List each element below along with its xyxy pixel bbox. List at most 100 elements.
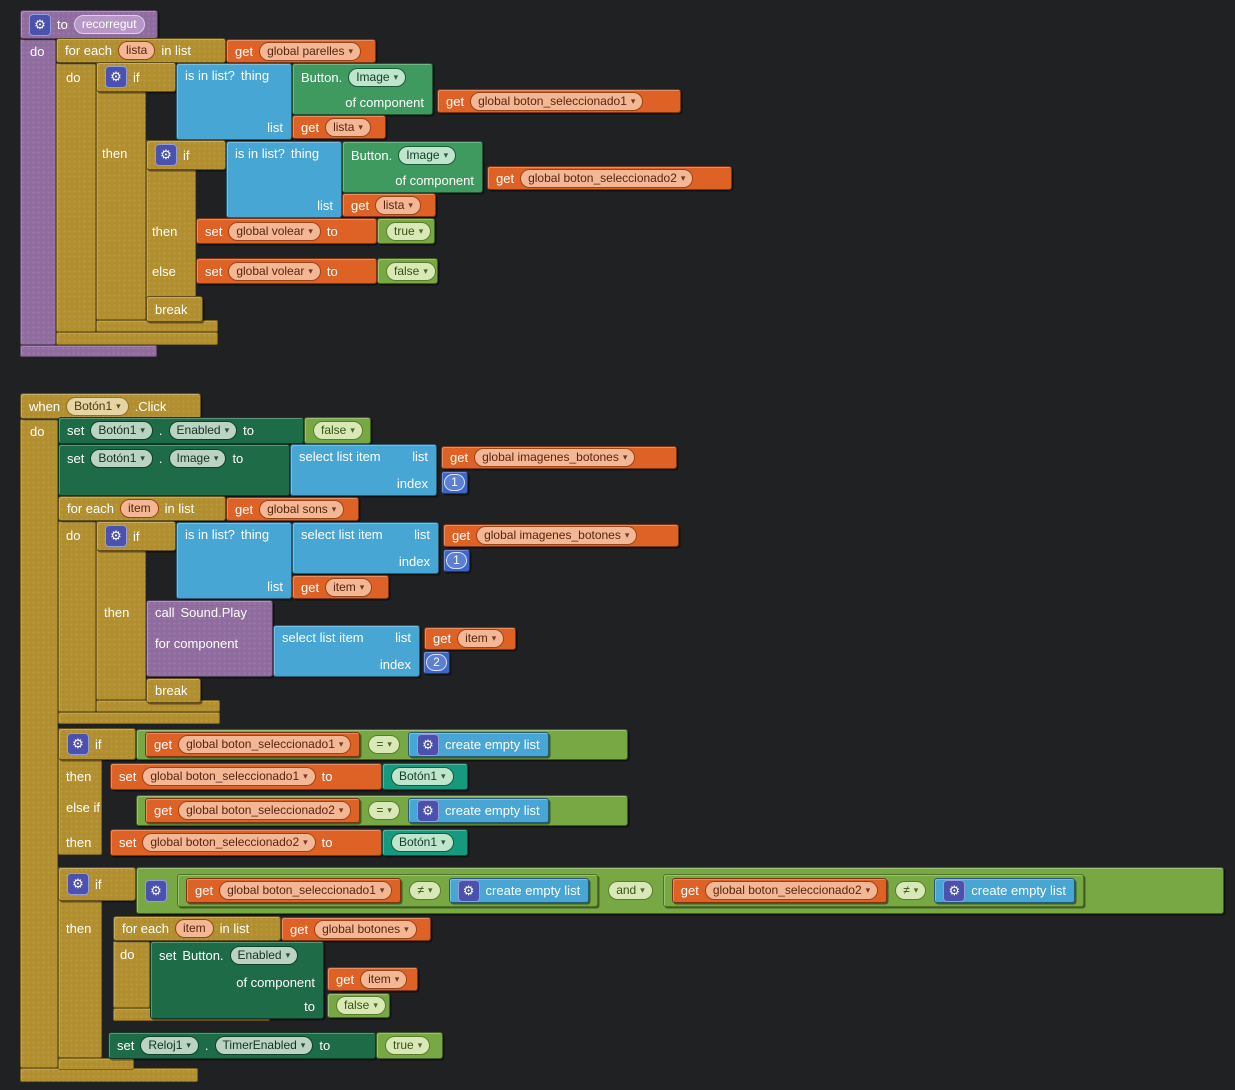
get-global-boton-seleccionado1-block[interactable]: get global boton_seleccionado1 ▾ bbox=[186, 878, 402, 903]
get-global-boton-seleccionado2-block[interactable]: get global boton_seleccionado2 ▾ bbox=[145, 798, 361, 823]
number-2-block[interactable]: 2 bbox=[423, 651, 450, 674]
dropdown-property-image[interactable]: Image ▾ bbox=[398, 146, 457, 165]
mutator-gear-icon[interactable]: ⚙ bbox=[457, 879, 480, 902]
component-boton1-block[interactable]: Botón1 ▾ bbox=[382, 763, 468, 790]
dropdown-global-volear[interactable]: global volear ▾ bbox=[228, 221, 321, 241]
get-global-boton-seleccionado1-block[interactable]: get global boton_seleccionado1 ▾ bbox=[437, 89, 681, 113]
logic-true-block[interactable]: true ▾ bbox=[377, 218, 435, 244]
get-global-botones-block[interactable]: get global botones ▾ bbox=[281, 917, 431, 941]
dropdown-global-boton-seleccionado2[interactable]: global boton_seleccionado2 ▾ bbox=[520, 168, 694, 188]
dropdown-global-boton-seleccionado1[interactable]: global boton_seleccionado1 ▾ bbox=[178, 735, 352, 754]
number-field[interactable]: 1 bbox=[446, 552, 467, 569]
logic-false-block[interactable]: false ▾ bbox=[304, 417, 371, 444]
set-global-boton-seleccionado1-block[interactable]: set global boton_seleccionado1 ▾ to bbox=[110, 763, 382, 790]
dropdown-eq-operator[interactable]: = ▾ bbox=[368, 735, 400, 754]
component-property-button-image-block[interactable]: Button. Image ▾ of component bbox=[342, 141, 483, 193]
procedure-define-block[interactable]: ⚙ to recorregut bbox=[20, 10, 158, 39]
dropdown-eq-operator[interactable]: = ▾ bbox=[368, 801, 400, 820]
foreach-lista-spine[interactable] bbox=[56, 63, 96, 332]
mutator-gear-icon[interactable]: ⚙ bbox=[67, 733, 89, 755]
dropdown-global-boton-seleccionado2[interactable]: global boton_seleccionado2 ▾ bbox=[142, 833, 316, 852]
foreach-lista-block[interactable]: for each lista in list bbox=[56, 38, 226, 63]
dropdown-property-image[interactable]: Image ▾ bbox=[348, 68, 407, 87]
dropdown-and-operator[interactable]: and ▾ bbox=[608, 881, 653, 900]
get-item-block[interactable]: get item ▾ bbox=[424, 627, 516, 650]
procedure-name-field[interactable]: recorregut bbox=[73, 15, 145, 34]
set-generic-button-enabled-block[interactable]: set Button. Enabled ▾ of component to bbox=[150, 941, 324, 1019]
mutator-gear-icon[interactable]: ⚙ bbox=[67, 873, 89, 895]
mutator-gear-icon[interactable]: ⚙ bbox=[155, 144, 177, 166]
dropdown-global-boton-seleccionado2[interactable]: global boton_seleccionado2 ▾ bbox=[704, 881, 879, 900]
dropdown-false[interactable]: false ▾ bbox=[386, 261, 436, 281]
create-empty-list-block[interactable]: ⚙ create empty list bbox=[448, 878, 590, 903]
dropdown-component-boton1[interactable]: Botón1 ▾ bbox=[90, 421, 153, 440]
set-reloj1-timerenabled-block[interactable]: set Reloj1 ▾ . TimerEnabled ▾ to bbox=[108, 1032, 376, 1059]
foreach-lista-footer[interactable] bbox=[56, 332, 218, 345]
get-global-boton-seleccionado2-block[interactable]: get global boton_seleccionado2 ▾ bbox=[671, 878, 888, 903]
loop-var-item-field[interactable]: item bbox=[119, 499, 159, 518]
get-global-imagenes-botones-block[interactable]: get global imagenes_botones ▾ bbox=[443, 524, 679, 547]
dropdown-global-botones[interactable]: global botones ▾ bbox=[314, 919, 417, 939]
if3-block-header[interactable]: ⚙ if bbox=[96, 521, 176, 551]
logic-false-block[interactable]: false ▾ bbox=[377, 258, 438, 284]
dropdown-global-boton-seleccionado1[interactable]: global boton_seleccionado1 ▾ bbox=[470, 91, 644, 111]
get-item-block[interactable]: get item ▾ bbox=[292, 575, 389, 599]
mutator-gear-icon[interactable]: ⚙ bbox=[105, 66, 127, 88]
get-global-sons-block[interactable]: get global sons ▾ bbox=[226, 497, 359, 521]
dropdown-global-parelles[interactable]: global parelles ▾ bbox=[259, 41, 361, 61]
foreach-sons-spine[interactable] bbox=[58, 521, 96, 712]
dropdown-false[interactable]: false ▾ bbox=[313, 421, 363, 440]
get-global-parelles-block[interactable]: get global parelles ▾ bbox=[226, 39, 376, 63]
create-empty-list-block[interactable]: ⚙ create empty list bbox=[407, 798, 549, 823]
get-global-boton-seleccionado1-block[interactable]: get global boton_seleccionado1 ▾ bbox=[145, 732, 361, 757]
select-list-item-block[interactable]: select list item list index bbox=[290, 444, 437, 496]
set-global-volear-block[interactable]: set global volear ▾ to bbox=[196, 258, 377, 284]
number-1-block[interactable]: 1 bbox=[441, 471, 468, 494]
dropdown-true[interactable]: true ▾ bbox=[386, 221, 432, 241]
component-property-button-image-block[interactable]: Button. Image ▾ of component bbox=[292, 63, 433, 115]
if1-spine[interactable] bbox=[96, 62, 146, 320]
mutator-gear-icon[interactable]: ⚙ bbox=[943, 879, 966, 902]
procedure-block-footer[interactable] bbox=[20, 345, 157, 357]
mutator-gear-icon[interactable]: ⚙ bbox=[29, 13, 51, 36]
dropdown-component-boton1[interactable]: Botón1 ▾ bbox=[66, 396, 129, 416]
component-boton1-block[interactable]: Botón1 ▾ bbox=[382, 829, 468, 856]
dropdown-property-timerenabled[interactable]: TimerEnabled ▾ bbox=[214, 1036, 314, 1055]
foreach-botones-spine[interactable] bbox=[113, 941, 150, 1008]
if1-block-header[interactable]: ⚙ if bbox=[96, 62, 176, 92]
dropdown-global-sons[interactable]: global sons ▾ bbox=[259, 499, 345, 519]
call-sound-play-block[interactable]: call Sound.Play for component bbox=[146, 600, 273, 677]
dropdown-true[interactable]: true ▾ bbox=[385, 1036, 431, 1055]
when-block-footer[interactable] bbox=[20, 1068, 198, 1082]
mutator-gear-icon[interactable]: ⚙ bbox=[416, 799, 439, 822]
if4-block-header[interactable]: ⚙ if bbox=[58, 728, 136, 760]
logic-false-block[interactable]: false ▾ bbox=[327, 993, 390, 1018]
procedure-block-spine[interactable] bbox=[20, 39, 56, 345]
mutator-gear-icon[interactable]: ⚙ bbox=[105, 525, 127, 547]
dropdown-component-reloj1[interactable]: Reloj1 ▾ bbox=[140, 1036, 199, 1055]
dropdown-lista[interactable]: lista ▾ bbox=[325, 117, 371, 137]
is-in-list-block[interactable]: is in list? thing list bbox=[226, 141, 342, 218]
break-block[interactable]: break bbox=[146, 296, 203, 322]
compare-neq-block[interactable]: get global boton_seleccionado2 ▾ ≠ ▾ ⚙ cre… bbox=[662, 874, 1084, 907]
get-global-boton-seleccionado2-block[interactable]: get global boton_seleccionado2 ▾ bbox=[487, 166, 732, 190]
dropdown-property-enabled[interactable]: Enabled ▾ bbox=[229, 946, 299, 965]
foreach-sons-footer[interactable] bbox=[58, 712, 220, 724]
set-global-boton-seleccionado2-block[interactable]: set global boton_seleccionado2 ▾ to bbox=[110, 829, 382, 856]
foreach-item-botones-block[interactable]: for each item in list bbox=[113, 916, 281, 941]
get-item-block[interactable]: get item ▾ bbox=[327, 967, 418, 991]
is-in-list-block[interactable]: is in list? thing list bbox=[176, 522, 292, 599]
dropdown-property-image[interactable]: Image ▾ bbox=[168, 449, 227, 468]
get-global-imagenes-botones-block[interactable]: get global imagenes_botones ▾ bbox=[441, 446, 677, 469]
select-list-item-block[interactable]: select list item list index bbox=[273, 625, 420, 677]
if1-footer[interactable] bbox=[96, 320, 218, 332]
compare-neq-block[interactable]: get global boton_seleccionado1 ▾ ≠ ▾ ⚙ cre… bbox=[177, 874, 599, 907]
number-field[interactable]: 1 bbox=[444, 474, 465, 491]
dropdown-global-volear[interactable]: global volear ▾ bbox=[228, 261, 321, 281]
dropdown-property-enabled[interactable]: Enabled ▾ bbox=[168, 421, 238, 440]
dropdown-lista[interactable]: lista ▾ bbox=[375, 195, 421, 215]
dropdown-false[interactable]: false ▾ bbox=[336, 996, 386, 1015]
dropdown-global-boton-seleccionado2[interactable]: global boton_seleccionado2 ▾ bbox=[178, 801, 352, 820]
dropdown-global-imagenes-botones[interactable]: global imagenes_botones ▾ bbox=[476, 526, 638, 545]
